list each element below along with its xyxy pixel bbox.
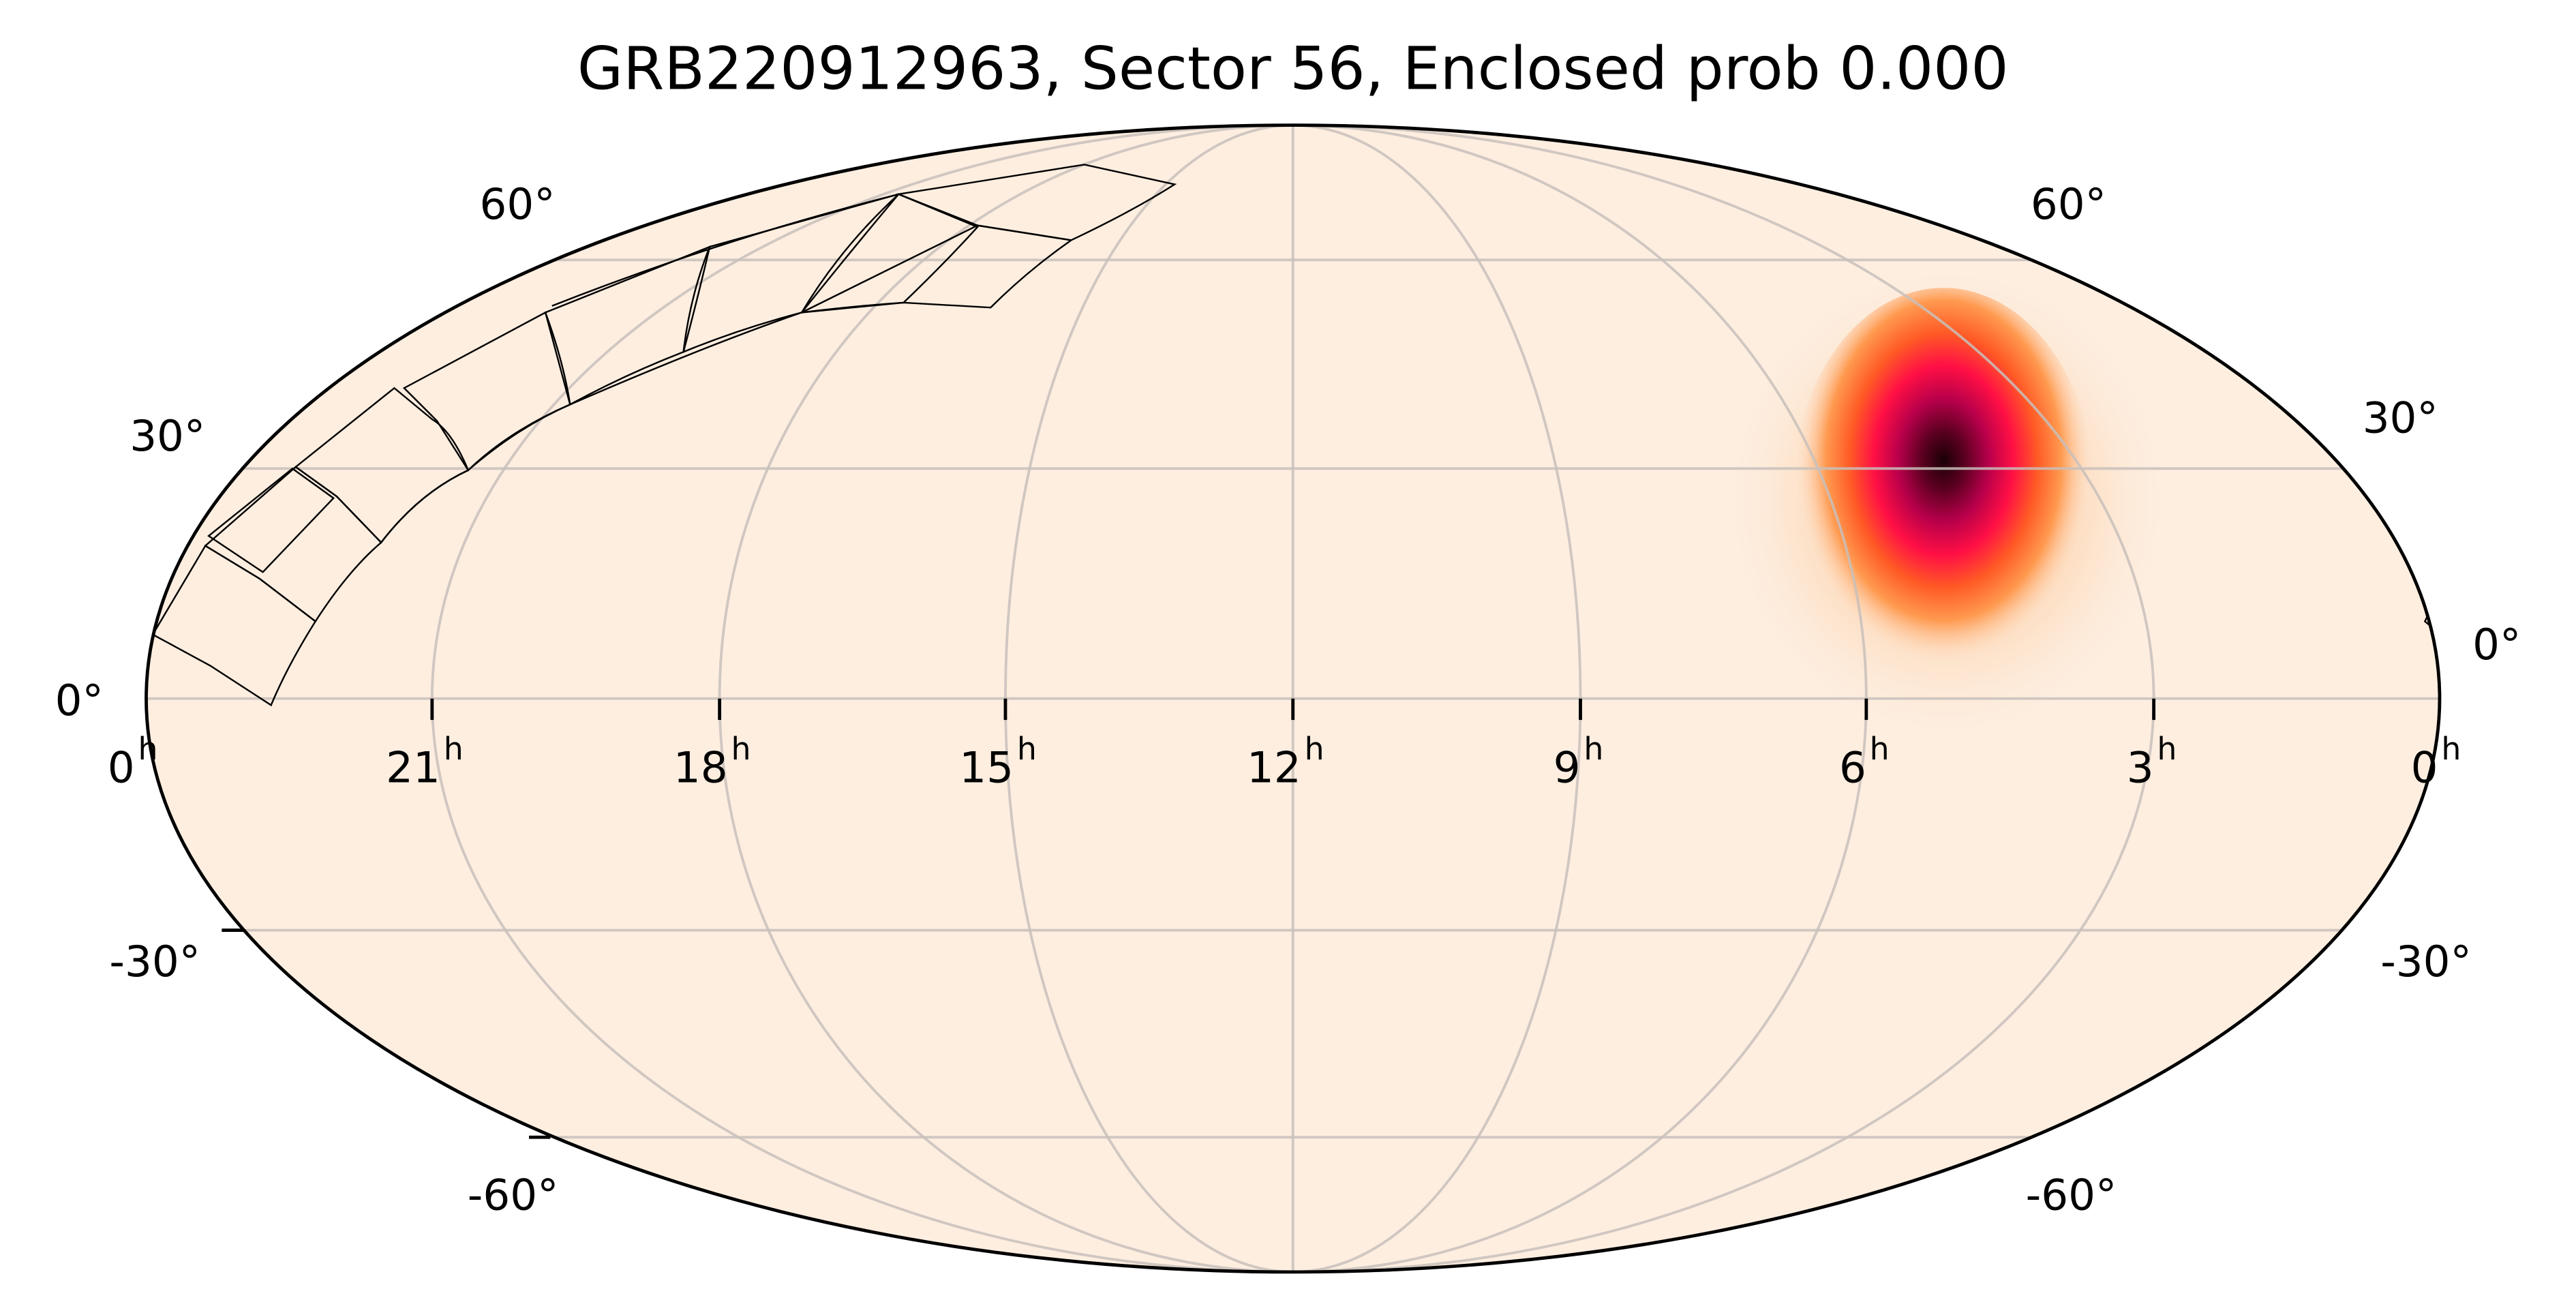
x-tick-sup: h (1584, 730, 1603, 767)
probability-heatmap (1716, 255, 2177, 749)
y-tick-label: -60° (2026, 1170, 2117, 1220)
x-tick-marks (222, 698, 2156, 1139)
x-tick-label: 6 (1839, 743, 1866, 793)
x-tick-sup: h (1017, 730, 1037, 767)
y-tick-label: -30° (109, 937, 200, 986)
x-tick-label: 0 (108, 743, 135, 793)
x-tick-labels: 0 h 21 h 18 h 15 h 12 h 9 h 6 h 3 h 0 h (108, 730, 2461, 793)
x-tick-sup: h (1870, 730, 1890, 767)
y-tick-label: 0° (2472, 620, 2521, 669)
x-tick-label: 3 (2127, 743, 2154, 793)
y-tick-label: 30° (2363, 393, 2438, 442)
y-tick-label: 30° (130, 411, 205, 461)
x-tick-sup: h (1305, 730, 1324, 767)
y-tick-label: 60° (480, 179, 556, 229)
x-tick-label: 9 (1554, 743, 1581, 793)
x-tick-sup: h (2441, 730, 2461, 767)
y-tick-labels-right: 60° 30° 0° -30° -60° (2026, 179, 2521, 1220)
x-tick-sup: h (731, 730, 751, 767)
y-tick-label: -30° (2380, 937, 2472, 986)
x-tick-label: 15 (959, 743, 1014, 793)
x-tick-sup: h (138, 730, 157, 767)
sky-boundary (145, 123, 2442, 1274)
y-tick-label: 60° (2031, 179, 2106, 229)
y-tick-labels-left: 60° 30° 0° -30° -60° (55, 179, 559, 1220)
y-tick-label: -60° (468, 1170, 559, 1220)
x-tick-label: 0 (2411, 743, 2438, 793)
x-tick-label: 12 (1247, 743, 1301, 793)
x-tick-label: 21 (386, 743, 440, 793)
x-tick-sup: h (2157, 730, 2177, 767)
x-tick-sup: h (444, 730, 464, 767)
y-tick-label: 0° (55, 676, 104, 725)
sector-footprint (151, 164, 2436, 707)
chart-title: GRB220912963, Sector 56, Enclosed prob 0… (577, 35, 2009, 104)
x-tick-label: 18 (673, 743, 728, 793)
